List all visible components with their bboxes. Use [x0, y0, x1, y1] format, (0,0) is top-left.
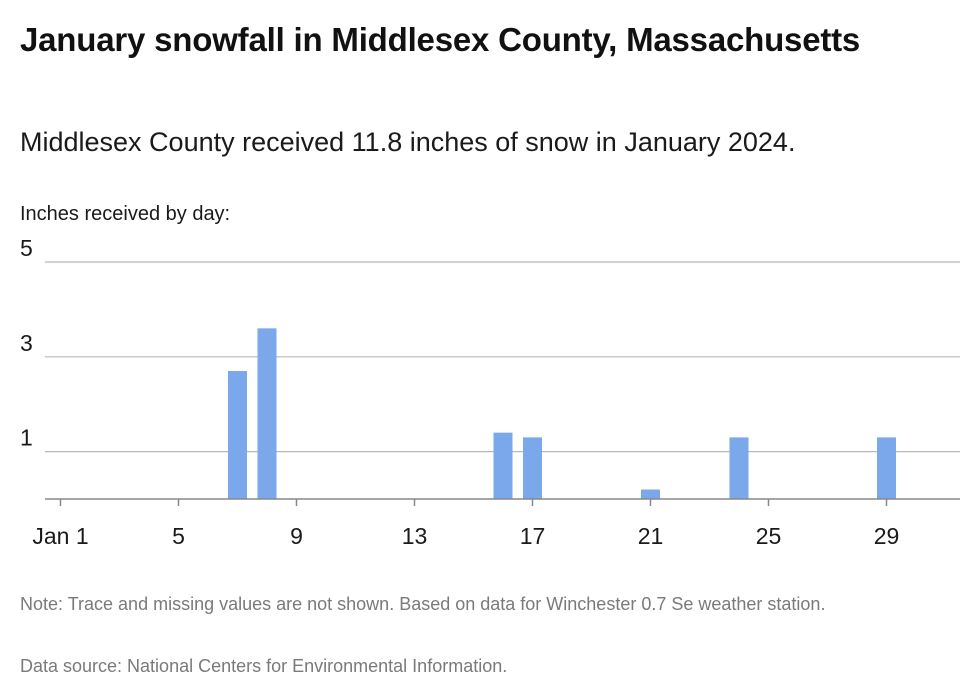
chart-title: January snowfall in Middlesex County, Ma…: [20, 21, 861, 58]
snowfall-bar: [641, 489, 660, 499]
x-tick-label: 17: [520, 523, 546, 549]
x-tick-label: 25: [756, 523, 782, 549]
x-tick-label: 21: [638, 523, 664, 549]
x-tick-label: Jan 1: [32, 523, 88, 549]
y-axis-label: Inches received by day:: [20, 203, 231, 225]
data-source: Data source: National Centers for Enviro…: [20, 656, 508, 676]
snowfall-bar: [523, 437, 542, 499]
chart-subtitle: Middlesex County received 11.8 inches of…: [20, 127, 796, 157]
x-tick-label: 13: [402, 523, 428, 549]
y-tick-label: 1: [20, 425, 33, 451]
chart-note: Note: Trace and missing values are not s…: [20, 594, 826, 614]
x-tick-label: 29: [874, 523, 900, 549]
y-tick-label: 5: [20, 240, 33, 261]
snowfall-bar: [257, 328, 277, 499]
x-tick-label: 9: [290, 523, 303, 549]
snowfall-bar: [877, 437, 896, 499]
snowfall-bar: [729, 437, 749, 499]
snowfall-bar: [228, 371, 247, 499]
snowfall-bar: [493, 432, 513, 499]
y-tick-label: 3: [20, 330, 33, 356]
x-tick-label: 5: [172, 523, 185, 549]
